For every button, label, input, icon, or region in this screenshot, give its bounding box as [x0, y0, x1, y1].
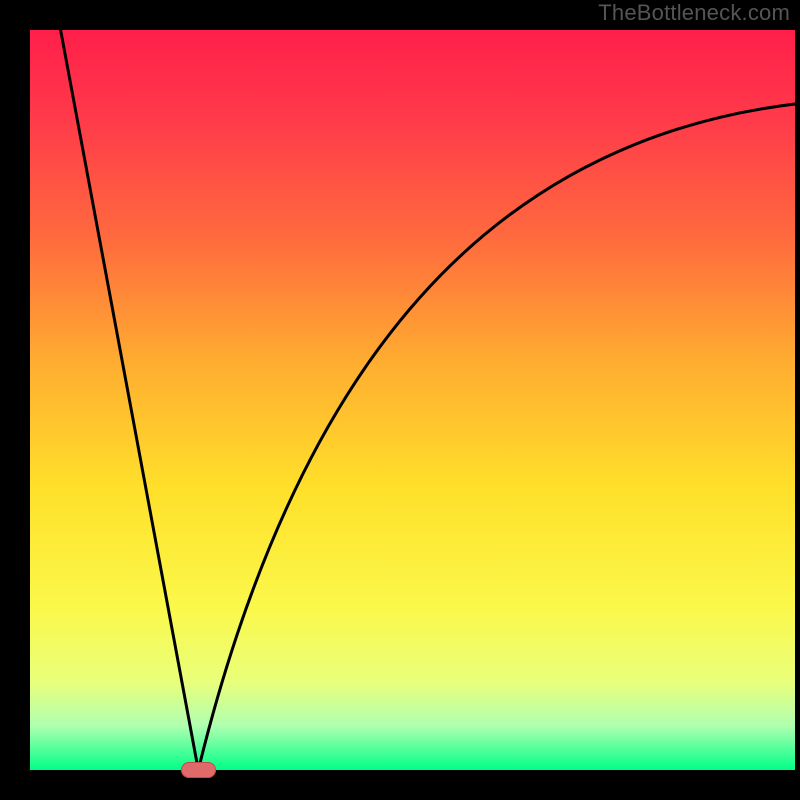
chart-container: TheBottleneck.com — [0, 0, 800, 800]
vertex-marker — [181, 762, 215, 778]
bottleneck-curve — [0, 0, 800, 800]
bottleneck-curve-path — [61, 30, 795, 770]
